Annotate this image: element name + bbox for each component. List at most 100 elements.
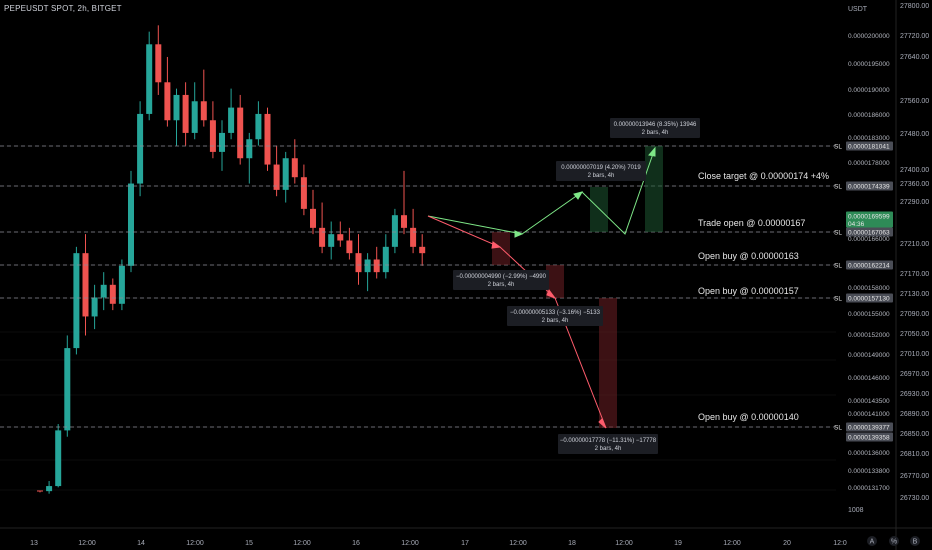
measure-label-2[interactable]: 0.00000007019 (4.20%) 7019 2 bars, 4h bbox=[556, 161, 646, 181]
candle-body[interactable] bbox=[228, 107, 235, 133]
candle-body[interactable] bbox=[46, 486, 53, 492]
mid-price-tick: 0.0000131700 bbox=[848, 485, 890, 492]
svg-text:−0.00000004990 (−2.99%) −4990: −0.00000004990 (−2.99%) −4990 bbox=[456, 274, 547, 280]
candle-body[interactable] bbox=[91, 297, 98, 317]
candle-body[interactable] bbox=[364, 259, 371, 273]
mid-price-tick: 0.0000200000 bbox=[848, 33, 890, 40]
time-tick: 12:00 bbox=[293, 540, 311, 547]
time-tick: 15 bbox=[245, 540, 253, 547]
candle-body[interactable] bbox=[237, 107, 244, 159]
candle-body[interactable] bbox=[109, 284, 116, 304]
candle-body[interactable] bbox=[37, 490, 43, 492]
open-buy-1-label: Open buy @ 0.00000163 bbox=[698, 251, 799, 261]
measure-boxes[interactable] bbox=[492, 146, 663, 428]
candle-body[interactable] bbox=[164, 82, 171, 121]
candle-body[interactable] bbox=[391, 215, 398, 247]
mid-price-tick: 0.0000158000 bbox=[848, 285, 890, 292]
candle-body[interactable] bbox=[328, 234, 335, 247]
candle-body[interactable] bbox=[100, 284, 107, 298]
candle-body[interactable] bbox=[355, 253, 362, 273]
candle-body[interactable] bbox=[55, 430, 62, 487]
candle-body[interactable] bbox=[182, 94, 189, 133]
candle-body[interactable] bbox=[173, 94, 180, 121]
svg-text:0.00000013946 (8.35%) 13946: 0.00000013946 (8.35%) 13946 bbox=[614, 122, 697, 128]
price-tag-box bbox=[846, 141, 893, 151]
price-tags[interactable]: SL 0.0000181041 SL 0.0000174339 0.0000169599… bbox=[834, 141, 893, 442]
right-price-tick: 26970.00 bbox=[900, 371, 929, 378]
candle-body[interactable] bbox=[200, 101, 207, 121]
candle-body[interactable] bbox=[300, 177, 307, 209]
price-tag-value: 0.0000139358 bbox=[848, 435, 890, 442]
time-axis[interactable]: 13 12:00 14 12:00 15 12:00 16 12:00 17 12:00 18 12:… bbox=[30, 540, 847, 547]
candle-body[interactable] bbox=[282, 158, 289, 190]
svg-text:2 bars, 4h: 2 bars, 4h bbox=[595, 446, 622, 452]
right-price-tick: 27050.00 bbox=[900, 331, 929, 338]
right-price-tick: 26730.00 bbox=[900, 495, 929, 502]
candle-body[interactable] bbox=[264, 113, 271, 165]
candle-body[interactable] bbox=[346, 240, 353, 254]
price-tag-box bbox=[846, 260, 893, 270]
candle-body[interactable] bbox=[373, 259, 380, 273]
candle-body[interactable] bbox=[128, 183, 134, 266]
candle-body[interactable] bbox=[246, 139, 253, 159]
candle-body[interactable] bbox=[155, 44, 162, 83]
right-price-tick: 27360.00 bbox=[900, 181, 929, 188]
mid-price-tick: 0.0000190000 bbox=[848, 87, 890, 94]
candle-body[interactable] bbox=[219, 132, 225, 152]
right-price-tick: 27130.00 bbox=[900, 291, 929, 298]
time-tick: 12:0 bbox=[833, 540, 847, 547]
svg-text:−0.00000005133 (−3.16%) −5133: −0.00000005133 (−3.16%) −5133 bbox=[510, 310, 601, 316]
settings-button[interactable]: B bbox=[910, 536, 920, 546]
svg-text:%: % bbox=[891, 539, 897, 546]
candle-body[interactable] bbox=[73, 253, 80, 349]
candle-body[interactable] bbox=[146, 44, 153, 114]
measure-label-5[interactable]: −0.00000017778 (−11.31%) −17778 2 bars, … bbox=[558, 434, 658, 454]
price-tag[interactable]: SL 0.0000157130 bbox=[834, 293, 893, 303]
candle-series[interactable] bbox=[37, 25, 426, 494]
price-tag[interactable]: SL 0.0000167063 bbox=[834, 227, 893, 237]
mid-price-tick: 0.0000178000 bbox=[848, 160, 890, 167]
candle-body[interactable] bbox=[337, 234, 344, 241]
price-tag-sl-label: SL bbox=[834, 184, 842, 191]
measure-box-red-3 bbox=[599, 298, 617, 428]
measure-label-3[interactable]: −0.00000004990 (−2.99%) −4990 2 bars, 4h bbox=[453, 270, 549, 290]
candle-body[interactable] bbox=[82, 253, 89, 317]
projection-green[interactable] bbox=[427, 146, 656, 238]
price-tag-box bbox=[846, 227, 893, 237]
price-tag[interactable]: SL 0.0000162214 bbox=[834, 260, 893, 270]
candle-body[interactable] bbox=[118, 265, 125, 304]
price-tag[interactable]: SL 0.0000181041 bbox=[834, 141, 893, 151]
candle-body[interactable] bbox=[410, 227, 417, 247]
price-tag[interactable]: SL 0.0000139377 bbox=[834, 422, 893, 432]
currency-label: USDT bbox=[848, 6, 868, 13]
price-tag[interactable]: SL 0.0000174339 bbox=[834, 181, 893, 191]
right-price-tick: 27170.00 bbox=[900, 271, 929, 278]
candle-body[interactable] bbox=[191, 101, 198, 133]
right-price-tick: 27400.00 bbox=[900, 167, 929, 174]
candle-body[interactable] bbox=[273, 164, 280, 190]
auto-scale-button[interactable]: A bbox=[867, 536, 877, 546]
log-scale-button[interactable]: % bbox=[889, 536, 899, 546]
candle-body[interactable] bbox=[291, 158, 298, 178]
mid-price-tick: 0.0000141000 bbox=[848, 411, 890, 418]
candle-body[interactable] bbox=[137, 113, 144, 184]
candle-body[interactable] bbox=[319, 227, 326, 247]
arrowhead-green-1 bbox=[573, 191, 584, 200]
measure-label-4[interactable]: −0.00000005133 (−3.16%) −5133 2 bars, 4h bbox=[507, 306, 603, 326]
measure-label-1[interactable]: 0.00000013946 (8.35%) 13946 2 bars, 4h bbox=[610, 118, 700, 138]
time-tick: 20 bbox=[783, 540, 791, 547]
candle-body[interactable] bbox=[419, 246, 426, 254]
candle-body[interactable] bbox=[310, 208, 316, 228]
candle-body[interactable] bbox=[255, 113, 262, 140]
candle-body[interactable] bbox=[64, 348, 71, 431]
price-tag-value: 0.0000167063 bbox=[848, 230, 890, 237]
candle-body[interactable] bbox=[401, 215, 407, 228]
price-tag[interactable]: 0.0000139358 bbox=[846, 432, 893, 442]
candle-body[interactable] bbox=[209, 120, 216, 152]
candle-body[interactable] bbox=[382, 246, 389, 273]
mid-price-tick: 0.0000195000 bbox=[848, 61, 890, 68]
svg-text:2 bars, 4h: 2 bars, 4h bbox=[588, 173, 615, 179]
